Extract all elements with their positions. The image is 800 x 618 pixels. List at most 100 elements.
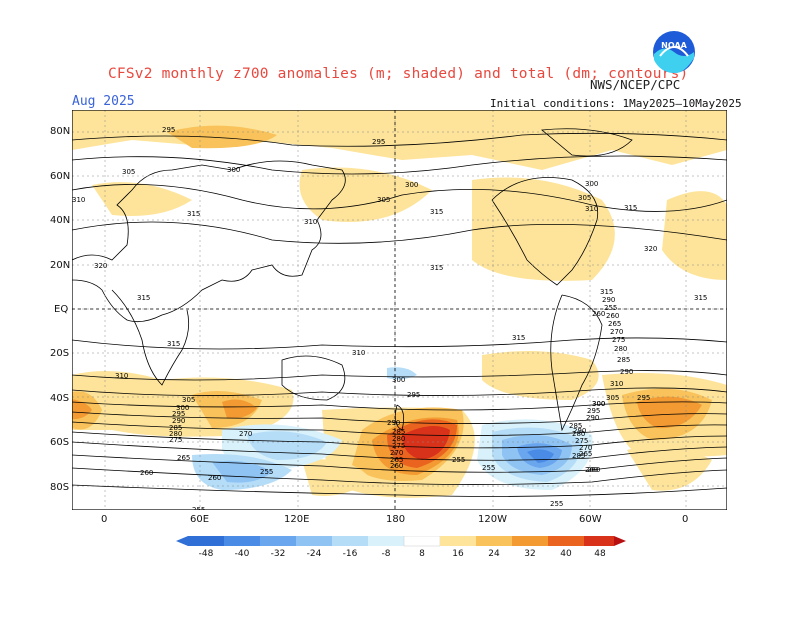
colorbar-tick: 16 bbox=[452, 549, 464, 558]
contour-label: 265 bbox=[390, 456, 403, 464]
colorbar-segment bbox=[548, 536, 584, 546]
colorbar-tick: 40 bbox=[560, 549, 572, 558]
lon-label-180: 180 bbox=[386, 514, 406, 525]
contour-label: 265 bbox=[608, 320, 621, 328]
colorbar-segment bbox=[584, 536, 614, 546]
contour-label: 295 bbox=[162, 126, 175, 134]
contour-label: 275 bbox=[575, 437, 588, 445]
colorbar-segment bbox=[188, 536, 224, 546]
lat-label-20n: 20N bbox=[50, 260, 71, 271]
noaa-logo-icon: NOAA bbox=[653, 31, 695, 74]
colorbar-segment bbox=[296, 536, 332, 546]
contour-label: 275 bbox=[612, 336, 625, 344]
z700-anomaly-map: 295 295 300 305 310 315 310 320 315 315 … bbox=[72, 110, 727, 510]
contour-label: 290 bbox=[586, 414, 599, 422]
colorbar-tick: -16 bbox=[343, 549, 358, 558]
source-label: NWS/NCEP/CPC bbox=[590, 77, 681, 92]
colorbar-low-arrow bbox=[176, 536, 188, 546]
contour-label: 290 bbox=[602, 296, 615, 304]
contour-label: 260 bbox=[606, 312, 619, 320]
lat-label-eq: EQ bbox=[54, 304, 69, 315]
contour-labels: 295 295 300 305 310 315 310 320 315 315 … bbox=[72, 126, 707, 510]
contour-label: 260 bbox=[390, 462, 403, 470]
contour-label: 310 bbox=[585, 205, 598, 213]
colorbar-segment bbox=[403, 536, 441, 547]
contour-label: 300 bbox=[176, 404, 189, 412]
colorbar-segment bbox=[260, 536, 296, 546]
contour-label: 305 bbox=[182, 396, 195, 404]
height-contours bbox=[72, 132, 727, 497]
lat-label-60s: 60S bbox=[50, 437, 70, 448]
contour-label: 285 bbox=[569, 422, 582, 430]
contour-label: 290 bbox=[573, 427, 586, 435]
contour-label: 305 bbox=[377, 196, 390, 204]
contour-label: 280 bbox=[614, 345, 627, 353]
contour-label: 255 bbox=[260, 468, 273, 476]
lon-label-0-left: 0 bbox=[101, 514, 108, 525]
contour-label: 255 bbox=[192, 506, 205, 510]
colorbar-segment bbox=[368, 536, 404, 546]
contour-label: 285 bbox=[617, 356, 630, 364]
contour-label: 315 bbox=[512, 334, 525, 342]
lat-label-20s: 20S bbox=[50, 348, 70, 359]
contour-label: 255 bbox=[604, 304, 617, 312]
lat-label-40s: 40S bbox=[50, 393, 70, 404]
contour-label: 260 bbox=[587, 466, 600, 474]
colorbar-tick: -24 bbox=[307, 549, 322, 558]
contour-label: 295 bbox=[172, 410, 185, 418]
contour-label: 295 bbox=[407, 391, 420, 399]
lat-label-80s: 80S bbox=[50, 482, 70, 493]
negative-anomaly-shading bbox=[192, 367, 593, 490]
initial-conditions: Initial conditions: 1May2025–10May2025 bbox=[490, 97, 742, 110]
contour-label: 275 bbox=[169, 436, 182, 444]
lon-label-60w: 60W bbox=[579, 514, 602, 525]
contour-label: 255 bbox=[550, 500, 563, 508]
contour-label: 275 bbox=[392, 442, 405, 450]
contour-label: 280 bbox=[169, 430, 182, 438]
contour-label: 270 bbox=[579, 444, 592, 452]
contour-label: 300 bbox=[392, 376, 405, 384]
contour-label: 255 bbox=[482, 464, 495, 472]
contour-label: 295 bbox=[587, 407, 600, 415]
contour-label: 300 bbox=[405, 181, 418, 189]
contour-label: 310 bbox=[72, 196, 85, 204]
colorbar-segment bbox=[224, 536, 260, 546]
contour-label: 315 bbox=[187, 210, 200, 218]
contour-label: 290 bbox=[620, 368, 633, 376]
colorbar-tick: 8 bbox=[419, 549, 425, 558]
contour-label: 315 bbox=[137, 294, 150, 302]
contour-label: 295 bbox=[372, 138, 385, 146]
lon-label-60e: 60E bbox=[190, 514, 210, 525]
colorbar-tick: 32 bbox=[524, 549, 535, 558]
coastlines bbox=[72, 128, 633, 432]
contour-label: 265 bbox=[579, 450, 592, 458]
contour-label: 320 bbox=[644, 245, 657, 253]
contour-label: 285 bbox=[392, 428, 405, 436]
contour-label: 260 bbox=[140, 469, 153, 477]
contour-label: 295 bbox=[637, 394, 650, 402]
contour-label: 310 bbox=[352, 349, 365, 357]
colorbar-tick: 48 bbox=[594, 549, 606, 558]
contour-label: 310 bbox=[115, 372, 128, 380]
colorbar-tick: -8 bbox=[382, 549, 391, 558]
colorbar-tick: -48 bbox=[199, 549, 214, 558]
contour-label: 270 bbox=[239, 430, 252, 438]
contour-label: 285 bbox=[169, 424, 182, 432]
lat-label-60n: 60N bbox=[50, 171, 71, 182]
contour-label: 305 bbox=[606, 394, 619, 402]
valid-month: Aug 2025 bbox=[72, 94, 135, 109]
contour-label: 300 bbox=[585, 180, 598, 188]
lat-label-80n: 80N bbox=[50, 126, 71, 137]
contour-label: 320 bbox=[94, 262, 107, 270]
contour-label: 315 bbox=[430, 264, 443, 272]
colorbar-tick: -32 bbox=[271, 549, 286, 558]
contour-label: 280 bbox=[392, 435, 405, 443]
contour-label: 290 bbox=[387, 419, 400, 427]
contour-label: 310 bbox=[610, 380, 623, 388]
contour-label: 305 bbox=[578, 194, 591, 202]
contour-label: 260 bbox=[585, 466, 598, 474]
colorbar-segment bbox=[440, 536, 476, 546]
colorbar-segment bbox=[512, 536, 548, 546]
colorbar-tick: -40 bbox=[235, 549, 250, 558]
colorbar-high-arrow bbox=[614, 536, 626, 546]
